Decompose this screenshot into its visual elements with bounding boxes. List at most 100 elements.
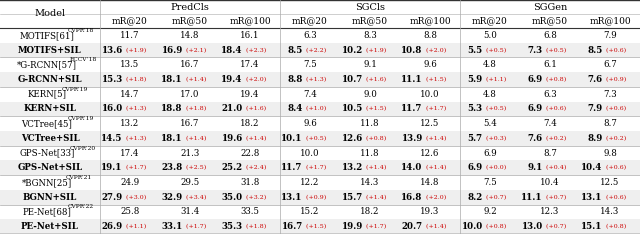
Text: 14.3: 14.3: [600, 207, 620, 216]
Text: 11.8: 11.8: [360, 119, 380, 128]
Text: CVPR’22: CVPR’22: [67, 205, 93, 209]
Text: (+1.0): (+1.0): [304, 106, 326, 111]
Text: (+0.8): (+0.8): [364, 136, 386, 141]
Text: 6.8: 6.8: [543, 31, 557, 40]
Text: (+1.6): (+1.6): [244, 106, 266, 111]
Text: mR@20: mR@20: [472, 17, 508, 26]
Text: 8.8: 8.8: [423, 31, 437, 40]
Text: 14.0: 14.0: [401, 163, 423, 172]
Text: 16.8: 16.8: [401, 193, 423, 202]
Text: (+2.3): (+2.3): [244, 48, 266, 53]
Text: 10.1: 10.1: [282, 134, 303, 143]
Text: 6.1: 6.1: [543, 60, 557, 69]
Text: 17.0: 17.0: [180, 90, 200, 99]
Text: (+0.5): (+0.5): [304, 136, 326, 141]
Text: 8.4: 8.4: [287, 104, 303, 113]
Text: 7.5: 7.5: [303, 60, 317, 69]
Text: PredCls: PredCls: [171, 3, 209, 11]
Text: 27.9: 27.9: [102, 193, 123, 202]
Text: (+0.8): (+0.8): [604, 224, 626, 229]
Bar: [0, 57, 640, 72]
Text: GPS-Net+SIL: GPS-Net+SIL: [17, 163, 83, 172]
Text: 6.9: 6.9: [483, 149, 497, 157]
Text: 5.3: 5.3: [468, 104, 483, 113]
Text: 19.1: 19.1: [101, 163, 123, 172]
Text: 16.1: 16.1: [240, 31, 260, 40]
Text: G-RCNN+SIL: G-RCNN+SIL: [18, 75, 83, 84]
Text: 33.1: 33.1: [161, 222, 183, 231]
Text: (+2.5): (+2.5): [184, 165, 206, 170]
Text: 8.5: 8.5: [287, 46, 303, 55]
Bar: [0, 43, 640, 57]
Text: (+0.6): (+0.6): [604, 165, 626, 170]
Text: 7.6: 7.6: [527, 134, 543, 143]
Text: 11.7: 11.7: [282, 163, 303, 172]
Text: 13.1: 13.1: [282, 193, 303, 202]
Text: (+0.5): (+0.5): [484, 106, 506, 111]
Text: 18.1: 18.1: [161, 75, 183, 84]
Text: (+0.7): (+0.7): [544, 224, 566, 229]
Text: 11.8: 11.8: [360, 149, 380, 157]
Text: 35.3: 35.3: [221, 222, 243, 231]
Text: 4.8: 4.8: [483, 60, 497, 69]
Text: 7.5: 7.5: [483, 178, 497, 187]
Text: (+1.9): (+1.9): [124, 48, 146, 53]
Text: 9.8: 9.8: [603, 149, 617, 157]
Text: MOTIFS[61]: MOTIFS[61]: [20, 31, 74, 40]
Text: mR@20: mR@20: [112, 17, 148, 26]
Text: (+1.4): (+1.4): [424, 224, 446, 229]
Text: 11.1: 11.1: [522, 193, 543, 202]
Text: mR@100: mR@100: [589, 17, 631, 26]
Text: mR@100: mR@100: [229, 17, 271, 26]
Text: (+1.5): (+1.5): [304, 224, 326, 229]
Text: 10.5: 10.5: [342, 104, 363, 113]
Text: 14.7: 14.7: [120, 90, 140, 99]
Bar: [0, 116, 640, 131]
Text: 25.2: 25.2: [221, 163, 243, 172]
Text: 25.8: 25.8: [120, 207, 140, 216]
Text: 33.5: 33.5: [241, 207, 259, 216]
Text: 12.6: 12.6: [420, 149, 440, 157]
Text: 13.5: 13.5: [120, 60, 140, 69]
Text: CVPR’21: CVPR’21: [65, 175, 92, 180]
Text: 8.7: 8.7: [603, 119, 617, 128]
Text: 7.4: 7.4: [303, 90, 317, 99]
Text: 6.3: 6.3: [303, 31, 317, 40]
Text: 11.7: 11.7: [120, 31, 140, 40]
Text: 9.2: 9.2: [483, 207, 497, 216]
Text: 5.4: 5.4: [483, 119, 497, 128]
Text: (+1.8): (+1.8): [124, 77, 146, 82]
Text: 14.3: 14.3: [360, 178, 380, 187]
Text: 10.4: 10.4: [581, 163, 603, 172]
Text: 18.2: 18.2: [360, 207, 380, 216]
Text: 7.6: 7.6: [588, 75, 603, 84]
Text: 15.2: 15.2: [300, 207, 320, 216]
Text: (+1.9): (+1.9): [364, 48, 386, 53]
Text: (+3.0): (+3.0): [124, 195, 146, 200]
Text: (+0.8): (+0.8): [544, 77, 566, 82]
Bar: [0, 161, 640, 175]
Text: 22.8: 22.8: [240, 149, 260, 157]
Text: 23.8: 23.8: [161, 163, 183, 172]
Text: GPS-Net[33]: GPS-Net[33]: [19, 149, 75, 157]
Text: (+0.6): (+0.6): [604, 106, 626, 111]
Text: (+0.4): (+0.4): [544, 165, 566, 170]
Text: 7.4: 7.4: [543, 119, 557, 128]
Text: mR@50: mR@50: [352, 17, 388, 26]
Text: 20.7: 20.7: [402, 222, 423, 231]
Bar: [0, 28, 640, 43]
Text: 31.8: 31.8: [240, 178, 260, 187]
Text: (+1.1): (+1.1): [124, 224, 146, 229]
Text: (+0.2): (+0.2): [544, 136, 566, 141]
Text: 9.6: 9.6: [303, 119, 317, 128]
Text: 13.6: 13.6: [102, 46, 123, 55]
Text: *BGNN[25]: *BGNN[25]: [22, 178, 72, 187]
Text: 17.4: 17.4: [120, 149, 140, 157]
Text: 12.5: 12.5: [420, 119, 440, 128]
Text: 6.9: 6.9: [527, 75, 543, 84]
Text: (+1.4): (+1.4): [424, 136, 446, 141]
Text: PE-Net+SIL: PE-Net+SIL: [21, 222, 79, 231]
Text: 12.5: 12.5: [600, 178, 620, 187]
Text: ECCV’18: ECCV’18: [70, 57, 97, 62]
Text: 9.6: 9.6: [423, 60, 437, 69]
